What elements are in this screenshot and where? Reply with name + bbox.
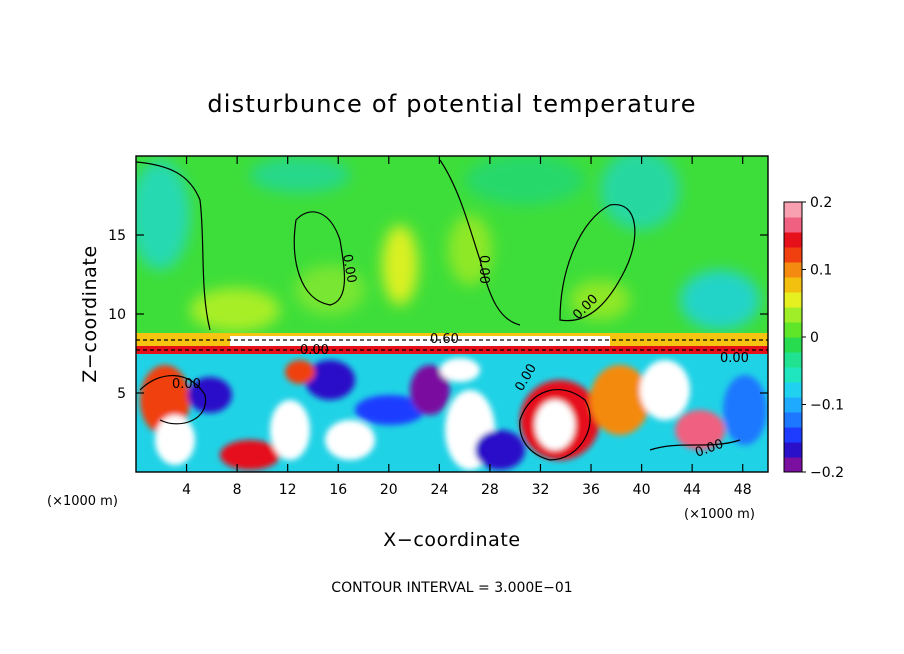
colorbar-tick-label: 0.1: [810, 263, 832, 279]
colorbar-tick-label: −0.2: [810, 465, 844, 481]
colorbar-swatch: [784, 322, 802, 338]
contour-label: 0.00: [300, 343, 329, 358]
colorbar-ticks: 0.2 0.1 0 −0.1 −0.2: [802, 195, 844, 481]
colorbar: [783, 201, 803, 473]
colorbar-swatch: [784, 232, 802, 248]
colorbar-swatch: [784, 337, 802, 353]
colorbar-swatch: [784, 262, 802, 278]
colorbar-swatch: [784, 307, 802, 323]
chart-title: disturbunce of potential temperature: [207, 90, 696, 118]
x-tick-label: 12: [279, 482, 297, 498]
contour-label: 0.60: [430, 332, 459, 347]
colorbar-swatch: [784, 397, 802, 413]
x-axis-label: X−coordinate: [383, 529, 520, 551]
colorbar-swatch: [784, 277, 802, 293]
colorbar-swatch: [784, 412, 802, 428]
colorbar-swatch: [784, 202, 802, 218]
colorbar-tick-label: 0: [810, 330, 819, 346]
contour-label: 0.00: [172, 377, 201, 392]
contour-label: 0.00: [476, 255, 491, 284]
colorbar-tick-label: −0.1: [810, 398, 844, 414]
contour-label: 0.00: [720, 351, 749, 366]
colorbar-swatch: [784, 442, 802, 458]
x-tick-label: 44: [683, 482, 701, 498]
x-tick-label: 24: [430, 482, 448, 498]
x-tick-label: 36: [582, 482, 600, 498]
colorbar-swatch: [784, 292, 802, 308]
x-tick-label: 32: [532, 482, 550, 498]
contour-label: 0.00: [339, 253, 359, 284]
contour-interval-note: CONTOUR INTERVAL = 3.000E−01: [331, 580, 572, 596]
x-tick-label: 4: [182, 482, 191, 498]
x-tick-label: 20: [380, 482, 398, 498]
x-tick-label: 28: [481, 482, 499, 498]
x-unit-left: (×1000 m): [47, 494, 118, 509]
y-tick-label: 10: [108, 307, 126, 323]
x-tick-label: 16: [329, 482, 347, 498]
y-axis-label: Z−coordinate: [79, 245, 101, 382]
colorbar-swatch: [784, 352, 802, 368]
plot-area: 0.00 0.00 0.00 0.60 0.00 0.00 0.00 0.00 …: [135, 155, 769, 473]
x-axis-ticks: 4 8 12 16 20 24 28 32 36 40 44 48: [182, 156, 752, 498]
colorbar-swatch: [784, 382, 802, 398]
colorbar-swatch: [784, 457, 802, 473]
heatmap-field: [136, 156, 768, 472]
colorbar-swatch: [784, 427, 802, 443]
colorbar-tick-label: 0.2: [810, 195, 832, 211]
x-unit-right: (×1000 m): [684, 507, 755, 522]
x-tick-label: 48: [734, 482, 752, 498]
x-tick-label: 40: [633, 482, 651, 498]
y-tick-label: 5: [117, 386, 126, 402]
contour-lines: [136, 159, 768, 461]
colorbar-swatch: [784, 367, 802, 383]
colorbar-swatch: [784, 247, 802, 263]
x-tick-label: 8: [233, 482, 242, 498]
y-tick-label: 15: [108, 228, 126, 244]
y-axis-ticks: 5 10 15: [108, 228, 768, 402]
colorbar-swatch: [784, 217, 802, 233]
